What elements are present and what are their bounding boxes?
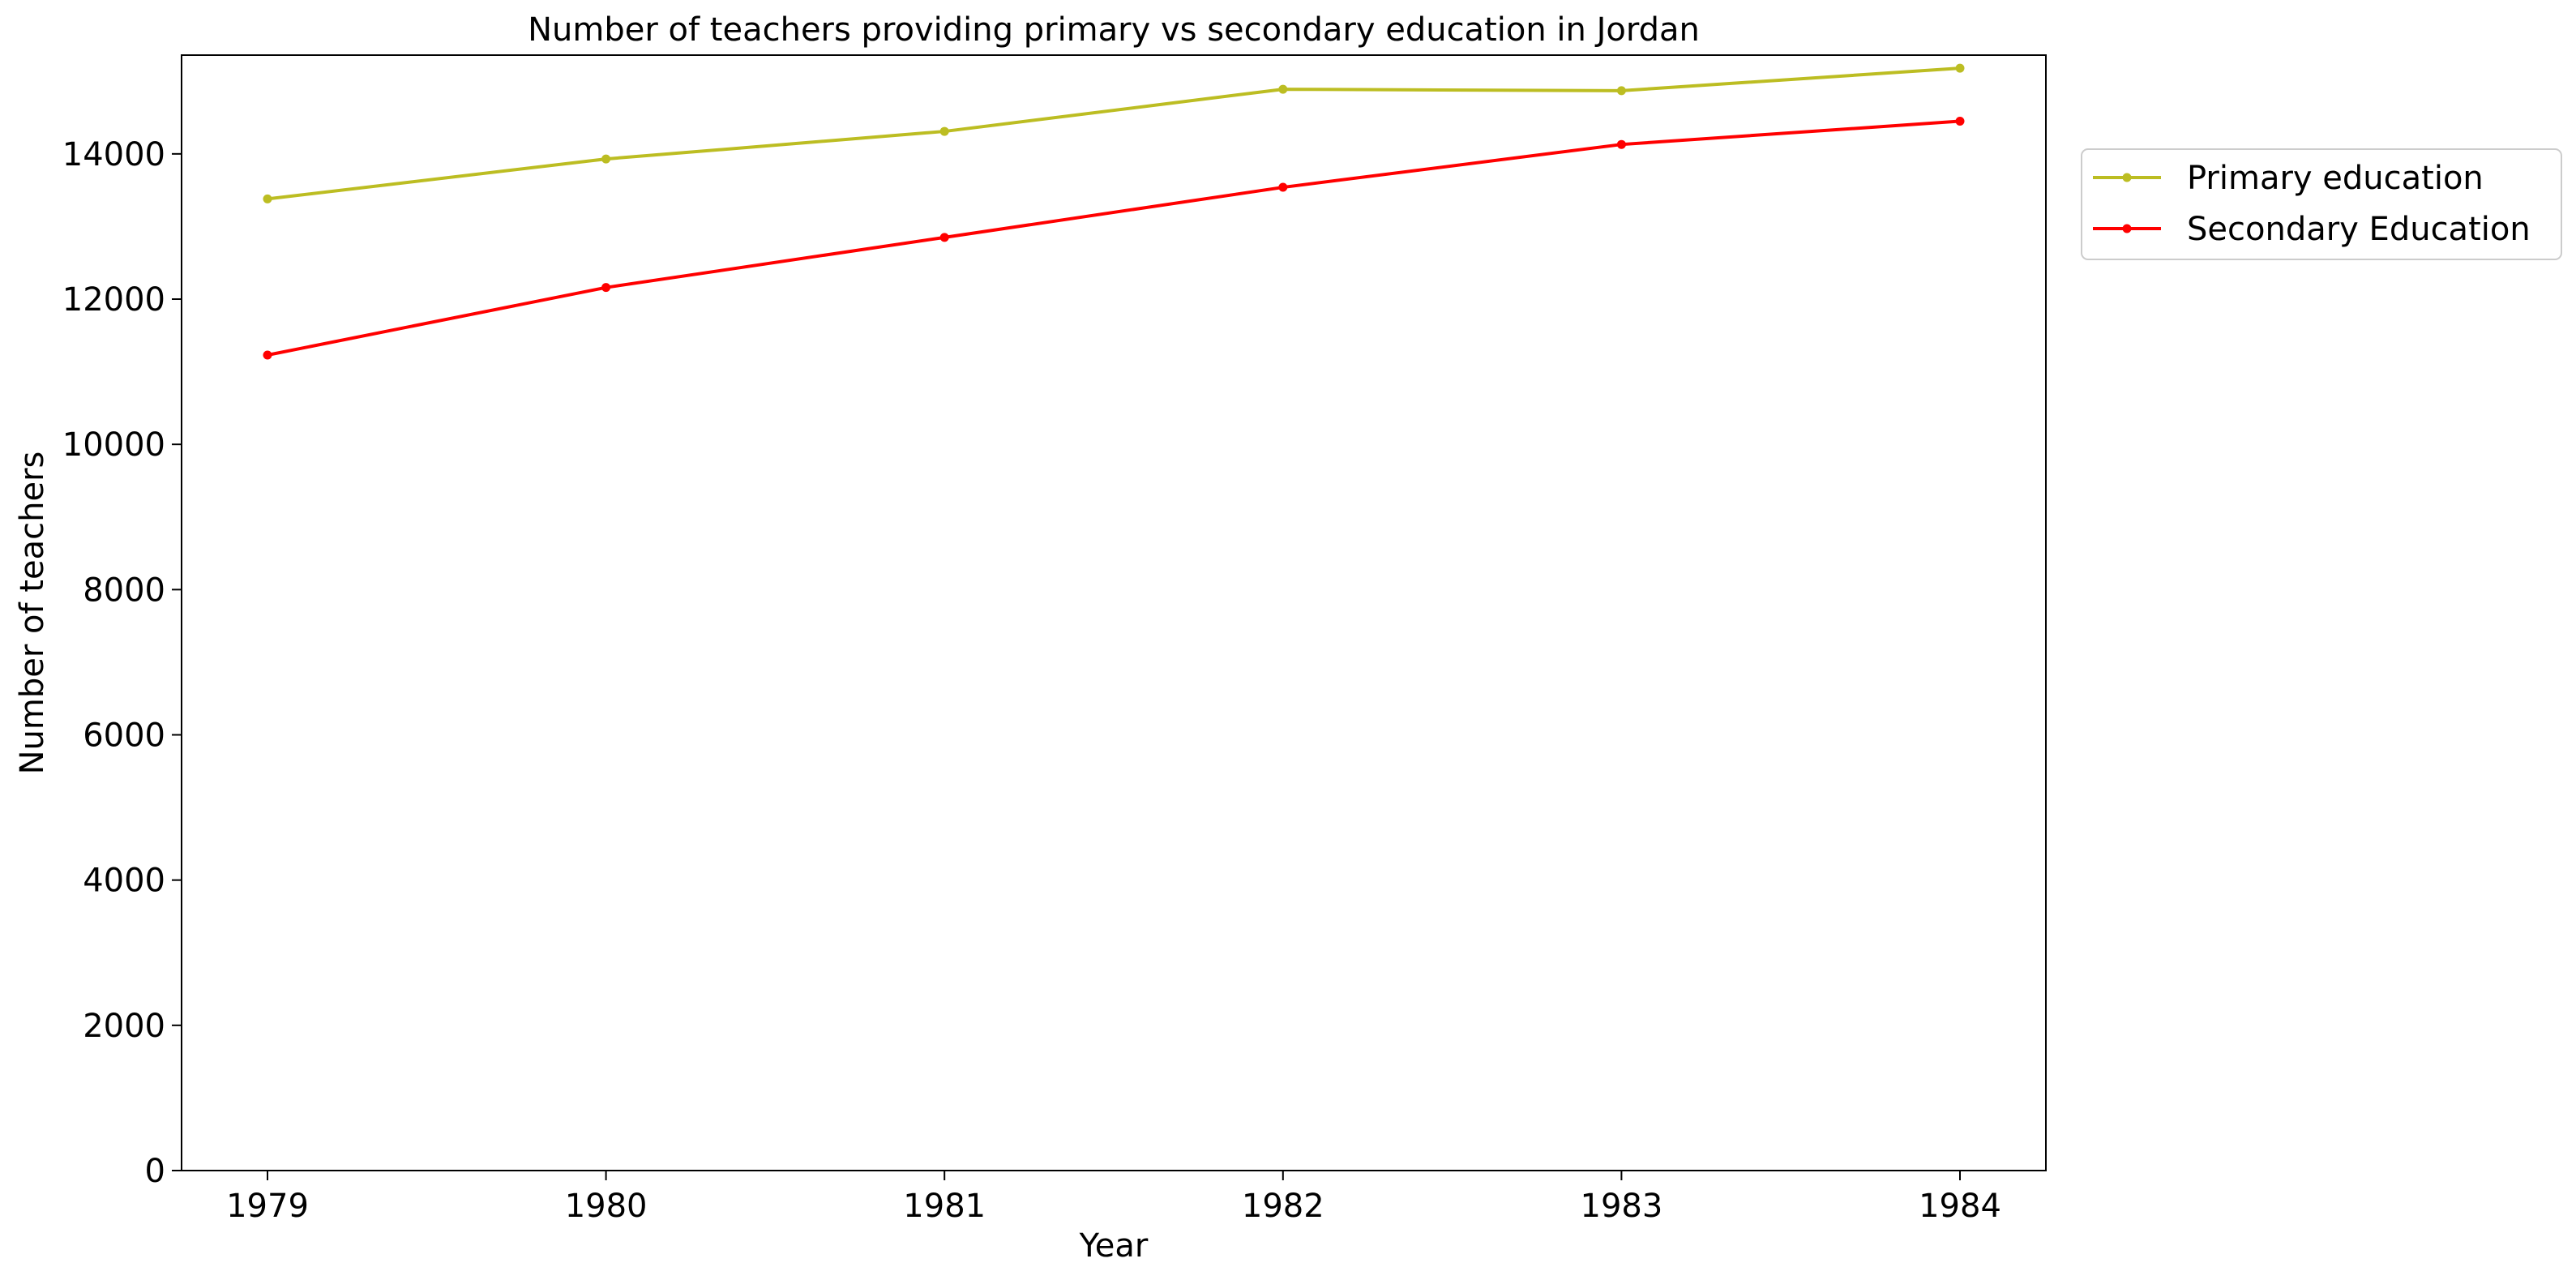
y-axis: 0 2000 4000 6000 8000 10000 12000 14000 xyxy=(62,136,182,1190)
x-tick-label: 1980 xyxy=(565,1188,648,1225)
data-point xyxy=(1616,86,1626,96)
data-point xyxy=(601,283,611,293)
y-tick-label: 4000 xyxy=(83,863,165,900)
legend-item: Secondary Education xyxy=(2093,211,2531,248)
y-tick-label: 10000 xyxy=(62,426,165,464)
data-point xyxy=(263,350,272,360)
data-point xyxy=(939,233,949,242)
series-secondary-education xyxy=(263,117,1965,360)
y-tick-label: 2000 xyxy=(83,1008,165,1045)
legend-item: Primary education xyxy=(2093,160,2484,197)
plot-area xyxy=(181,54,2047,1171)
y-tick-label: 12000 xyxy=(62,281,165,319)
legend-label: Secondary Education xyxy=(2187,211,2531,248)
y-tick-label: 8000 xyxy=(83,572,165,609)
legend-swatch-marker xyxy=(2122,224,2132,233)
y-tick-label: 14000 xyxy=(62,136,165,173)
plot-frame xyxy=(181,54,2047,1171)
data-point xyxy=(1616,139,1626,149)
y-tick-label: 0 xyxy=(145,1153,165,1190)
x-tick-label: 1982 xyxy=(1242,1188,1324,1225)
x-tick-label: 1983 xyxy=(1581,1188,1663,1225)
data-point xyxy=(601,154,611,164)
series-layer xyxy=(263,63,1965,360)
series-line xyxy=(266,66,1962,201)
x-tick-label: 1984 xyxy=(1919,1188,2001,1225)
data-point xyxy=(1955,63,1965,73)
data-point xyxy=(263,194,272,203)
legend-items: Primary education Secondary Education xyxy=(2093,160,2531,248)
data-point xyxy=(1278,84,1288,94)
legend-swatch-marker xyxy=(2122,173,2132,182)
data-point xyxy=(1955,117,1965,126)
series-line xyxy=(266,119,1962,357)
legend: Primary education Secondary Education xyxy=(2081,148,2562,260)
data-point xyxy=(939,126,949,136)
x-tick-label: 1981 xyxy=(903,1188,986,1225)
data-point xyxy=(1278,182,1288,192)
legend-label: Primary education xyxy=(2187,160,2484,197)
x-axis: 1979 1980 1981 1982 1983 1984 xyxy=(226,1171,2001,1225)
y-axis-label: Number of teachers xyxy=(14,452,51,775)
y-tick-label: 6000 xyxy=(83,717,165,755)
legend-box xyxy=(2081,148,2562,260)
x-axis-label: Year xyxy=(1079,1227,1149,1265)
series-primary-education xyxy=(263,63,1965,203)
x-tick-label: 1979 xyxy=(226,1188,309,1225)
chart-title: Number of teachers providing primary vs … xyxy=(528,11,1700,49)
